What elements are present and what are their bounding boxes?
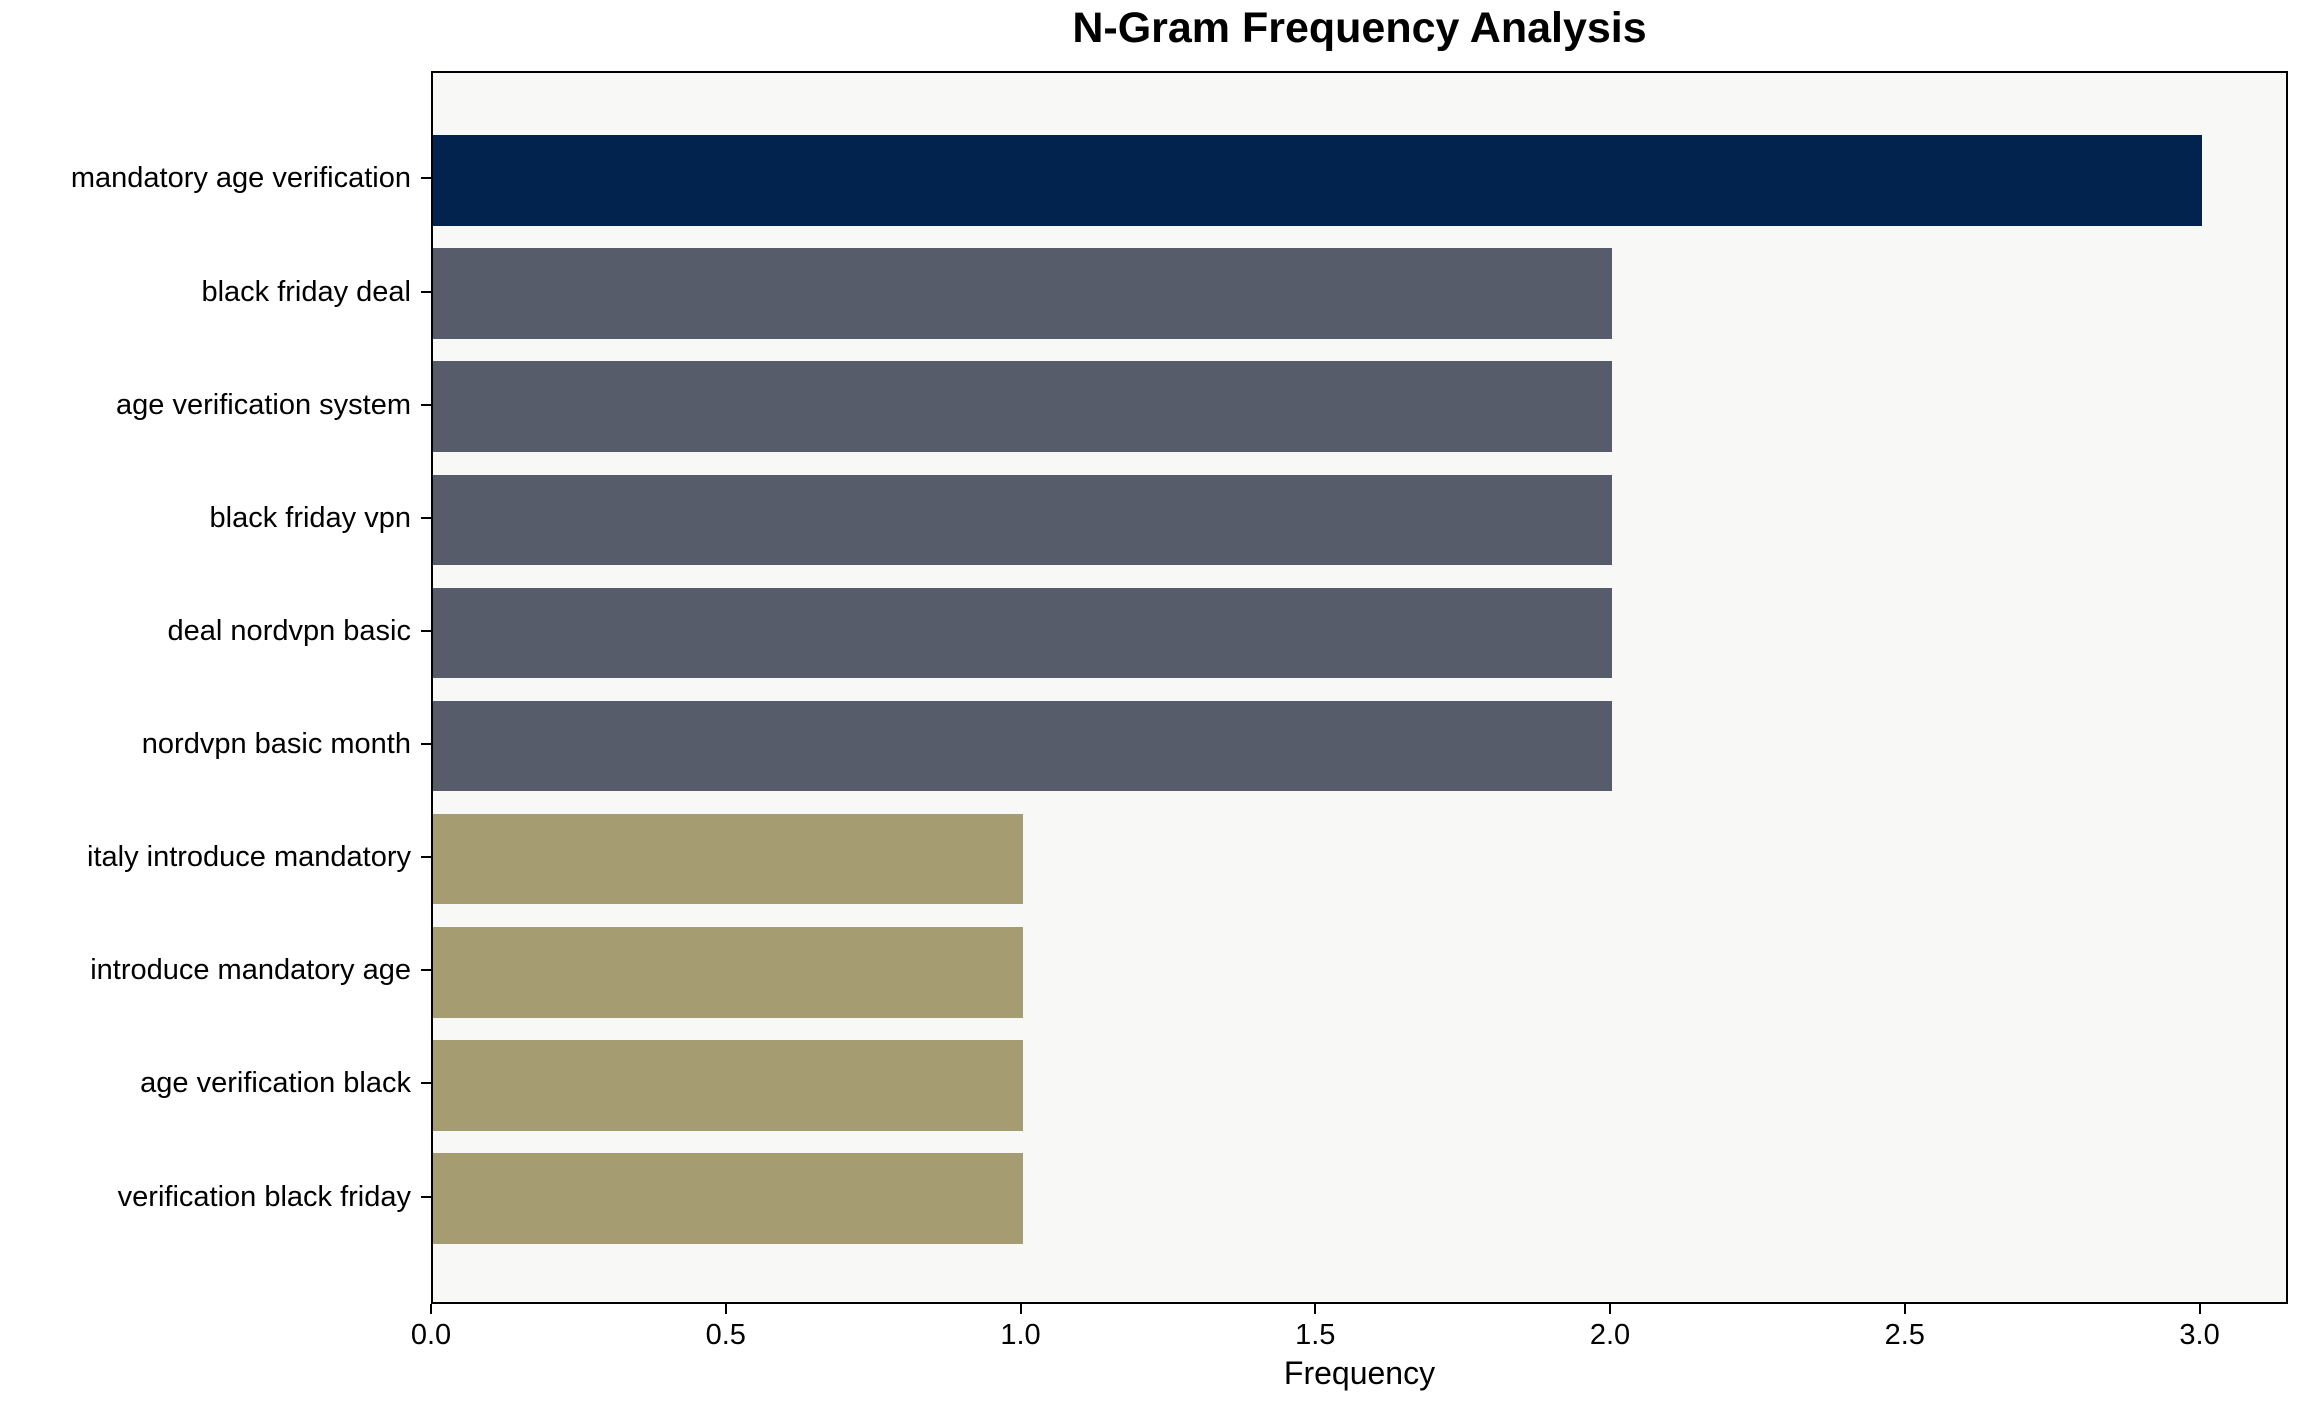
y-tick-label: black friday vpn	[209, 501, 412, 534]
x-axis-title: Frequency	[1283, 1355, 1436, 1391]
x-tick-mark	[1314, 1304, 1317, 1314]
y-tick-label: italy introduce mandatory	[87, 841, 411, 874]
bar-italy-introduce-mandatory	[433, 813, 1023, 905]
y-tick-mark	[421, 1195, 431, 1198]
y-tick-mark	[421, 743, 431, 746]
y-tick-label: age verification system	[116, 388, 411, 421]
bar-mandatory-age-verification	[433, 135, 2202, 226]
x-tick-label: 0.5	[705, 1319, 746, 1351]
x-tick-mark	[1903, 1304, 1906, 1314]
plot-area	[431, 71, 2288, 1304]
y-tick-label: mandatory age verification	[70, 162, 411, 195]
y-tick-mark	[421, 969, 431, 972]
x-tick-mark	[430, 1304, 432, 1314]
y-tick-mark	[421, 177, 431, 180]
bar-black-friday-deal	[433, 248, 1613, 339]
x-tick-mark	[1609, 1304, 1612, 1314]
bar-nordvpn-basic-month	[433, 700, 1613, 792]
y-tick-mark	[421, 516, 431, 519]
y-tick-mark	[421, 1082, 431, 1085]
x-tick-label: 2.0	[1589, 1319, 1631, 1351]
bar-deal-nordvpn-basic	[433, 587, 1613, 679]
x-tick-label: 2.5	[1884, 1319, 1925, 1351]
bar-introduce-mandatory-age	[433, 927, 1023, 1018]
x-tick-mark	[2198, 1304, 2201, 1314]
bar-age-verification-system	[433, 361, 1613, 452]
y-tick-mark	[421, 403, 431, 406]
bar-age-verification-black	[433, 1040, 1023, 1131]
y-tick-mark	[421, 290, 431, 293]
x-tick-label: 1.0	[1000, 1319, 1041, 1351]
x-tick-label: 1.5	[1295, 1319, 1336, 1351]
chart-title: N-Gram Frequency Analysis	[1072, 4, 1647, 52]
y-tick-mark	[421, 856, 431, 859]
y-tick-label: introduce mandatory age	[90, 954, 411, 987]
y-tick-label: verification black friday	[117, 1180, 411, 1213]
y-tick-label: age verification black	[140, 1067, 411, 1100]
bar-black-friday-vpn	[433, 474, 1613, 566]
x-tick-mark	[724, 1304, 727, 1314]
y-tick-label: black friday deal	[201, 275, 411, 308]
x-tick-label: 3.0	[2179, 1319, 2220, 1351]
bar-verification-black-friday	[433, 1153, 1023, 1244]
y-tick-label: nordvpn basic month	[141, 728, 411, 761]
x-tick-label: 0.0	[410, 1319, 452, 1351]
y-tick-label: deal nordvpn basic	[167, 614, 411, 647]
x-tick-mark	[1019, 1304, 1022, 1314]
y-tick-mark	[421, 629, 431, 632]
